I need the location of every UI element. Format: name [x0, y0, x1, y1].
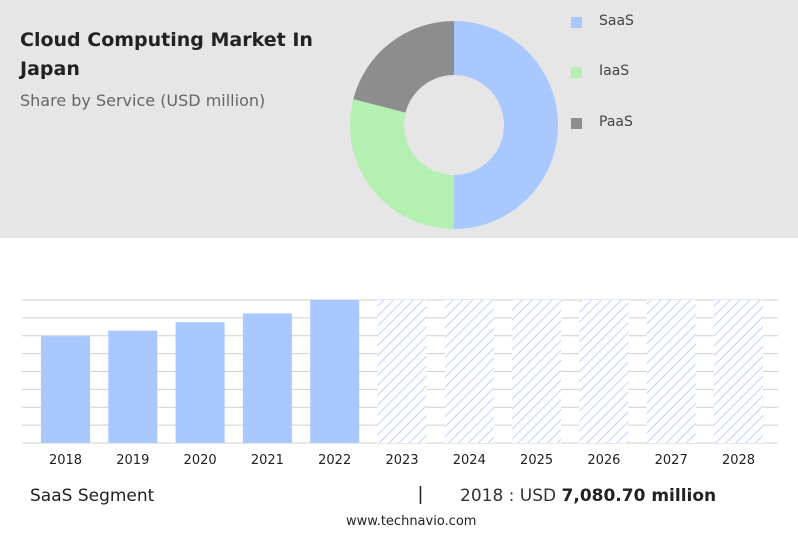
forecast-bar [444, 300, 494, 443]
x-tick-label: 2019 [116, 453, 149, 468]
source-link[interactable]: www.technavio.com [346, 514, 477, 529]
bar [41, 336, 90, 443]
x-tick-label: 2024 [453, 453, 486, 468]
segment-value-prefix: 2018 : USD [460, 486, 562, 506]
bar-chart: 2018 2019 2020 2021 2022 2023 2024 2025 2026 2027… [41, 300, 763, 468]
forecast-bar [377, 300, 427, 443]
x-tick-label: 2023 [385, 453, 418, 468]
legend-label-iaas: IaaS [599, 63, 630, 79]
bar [175, 322, 225, 443]
donut-slice-paas [353, 21, 454, 113]
forecast-bar [714, 300, 763, 443]
segment-value: 2018 : USD 7,080.70 million [460, 486, 716, 506]
x-tick-label: 2025 [520, 453, 553, 468]
forecast-bar [646, 300, 696, 443]
x-tick-label: 2018 [49, 453, 82, 468]
legend-label-saas: SaaS [599, 13, 634, 29]
legend-swatch-iaas [571, 67, 582, 78]
x-tick-label: 2021 [251, 453, 284, 468]
forecast-bar [579, 300, 629, 443]
segment-label: SaaS Segment [30, 486, 155, 506]
segment-value-amount: 7,080.70 million [561, 486, 717, 506]
bar [242, 313, 292, 443]
bar [310, 300, 360, 443]
footer-separator: | [418, 484, 423, 505]
x-tick-label: 2028 [722, 453, 755, 468]
bar [108, 330, 158, 443]
donut-slice-iaas [350, 99, 454, 229]
donut-chart [350, 21, 558, 229]
legend-label-paas: PaaS [599, 114, 633, 130]
forecast-bar [512, 300, 562, 443]
x-tick-label: 2020 [184, 453, 217, 468]
page-title: Cloud Computing Market In Japan [20, 29, 313, 80]
x-tick-label: 2026 [587, 453, 620, 468]
x-tick-label: 2027 [655, 453, 688, 468]
legend-swatch-paas [571, 118, 582, 129]
page-subtitle: Share by Service (USD million) [20, 91, 266, 110]
legend-swatch-saas [571, 17, 582, 28]
donut-slice-saas [454, 21, 558, 229]
x-tick-label: 2022 [318, 453, 351, 468]
